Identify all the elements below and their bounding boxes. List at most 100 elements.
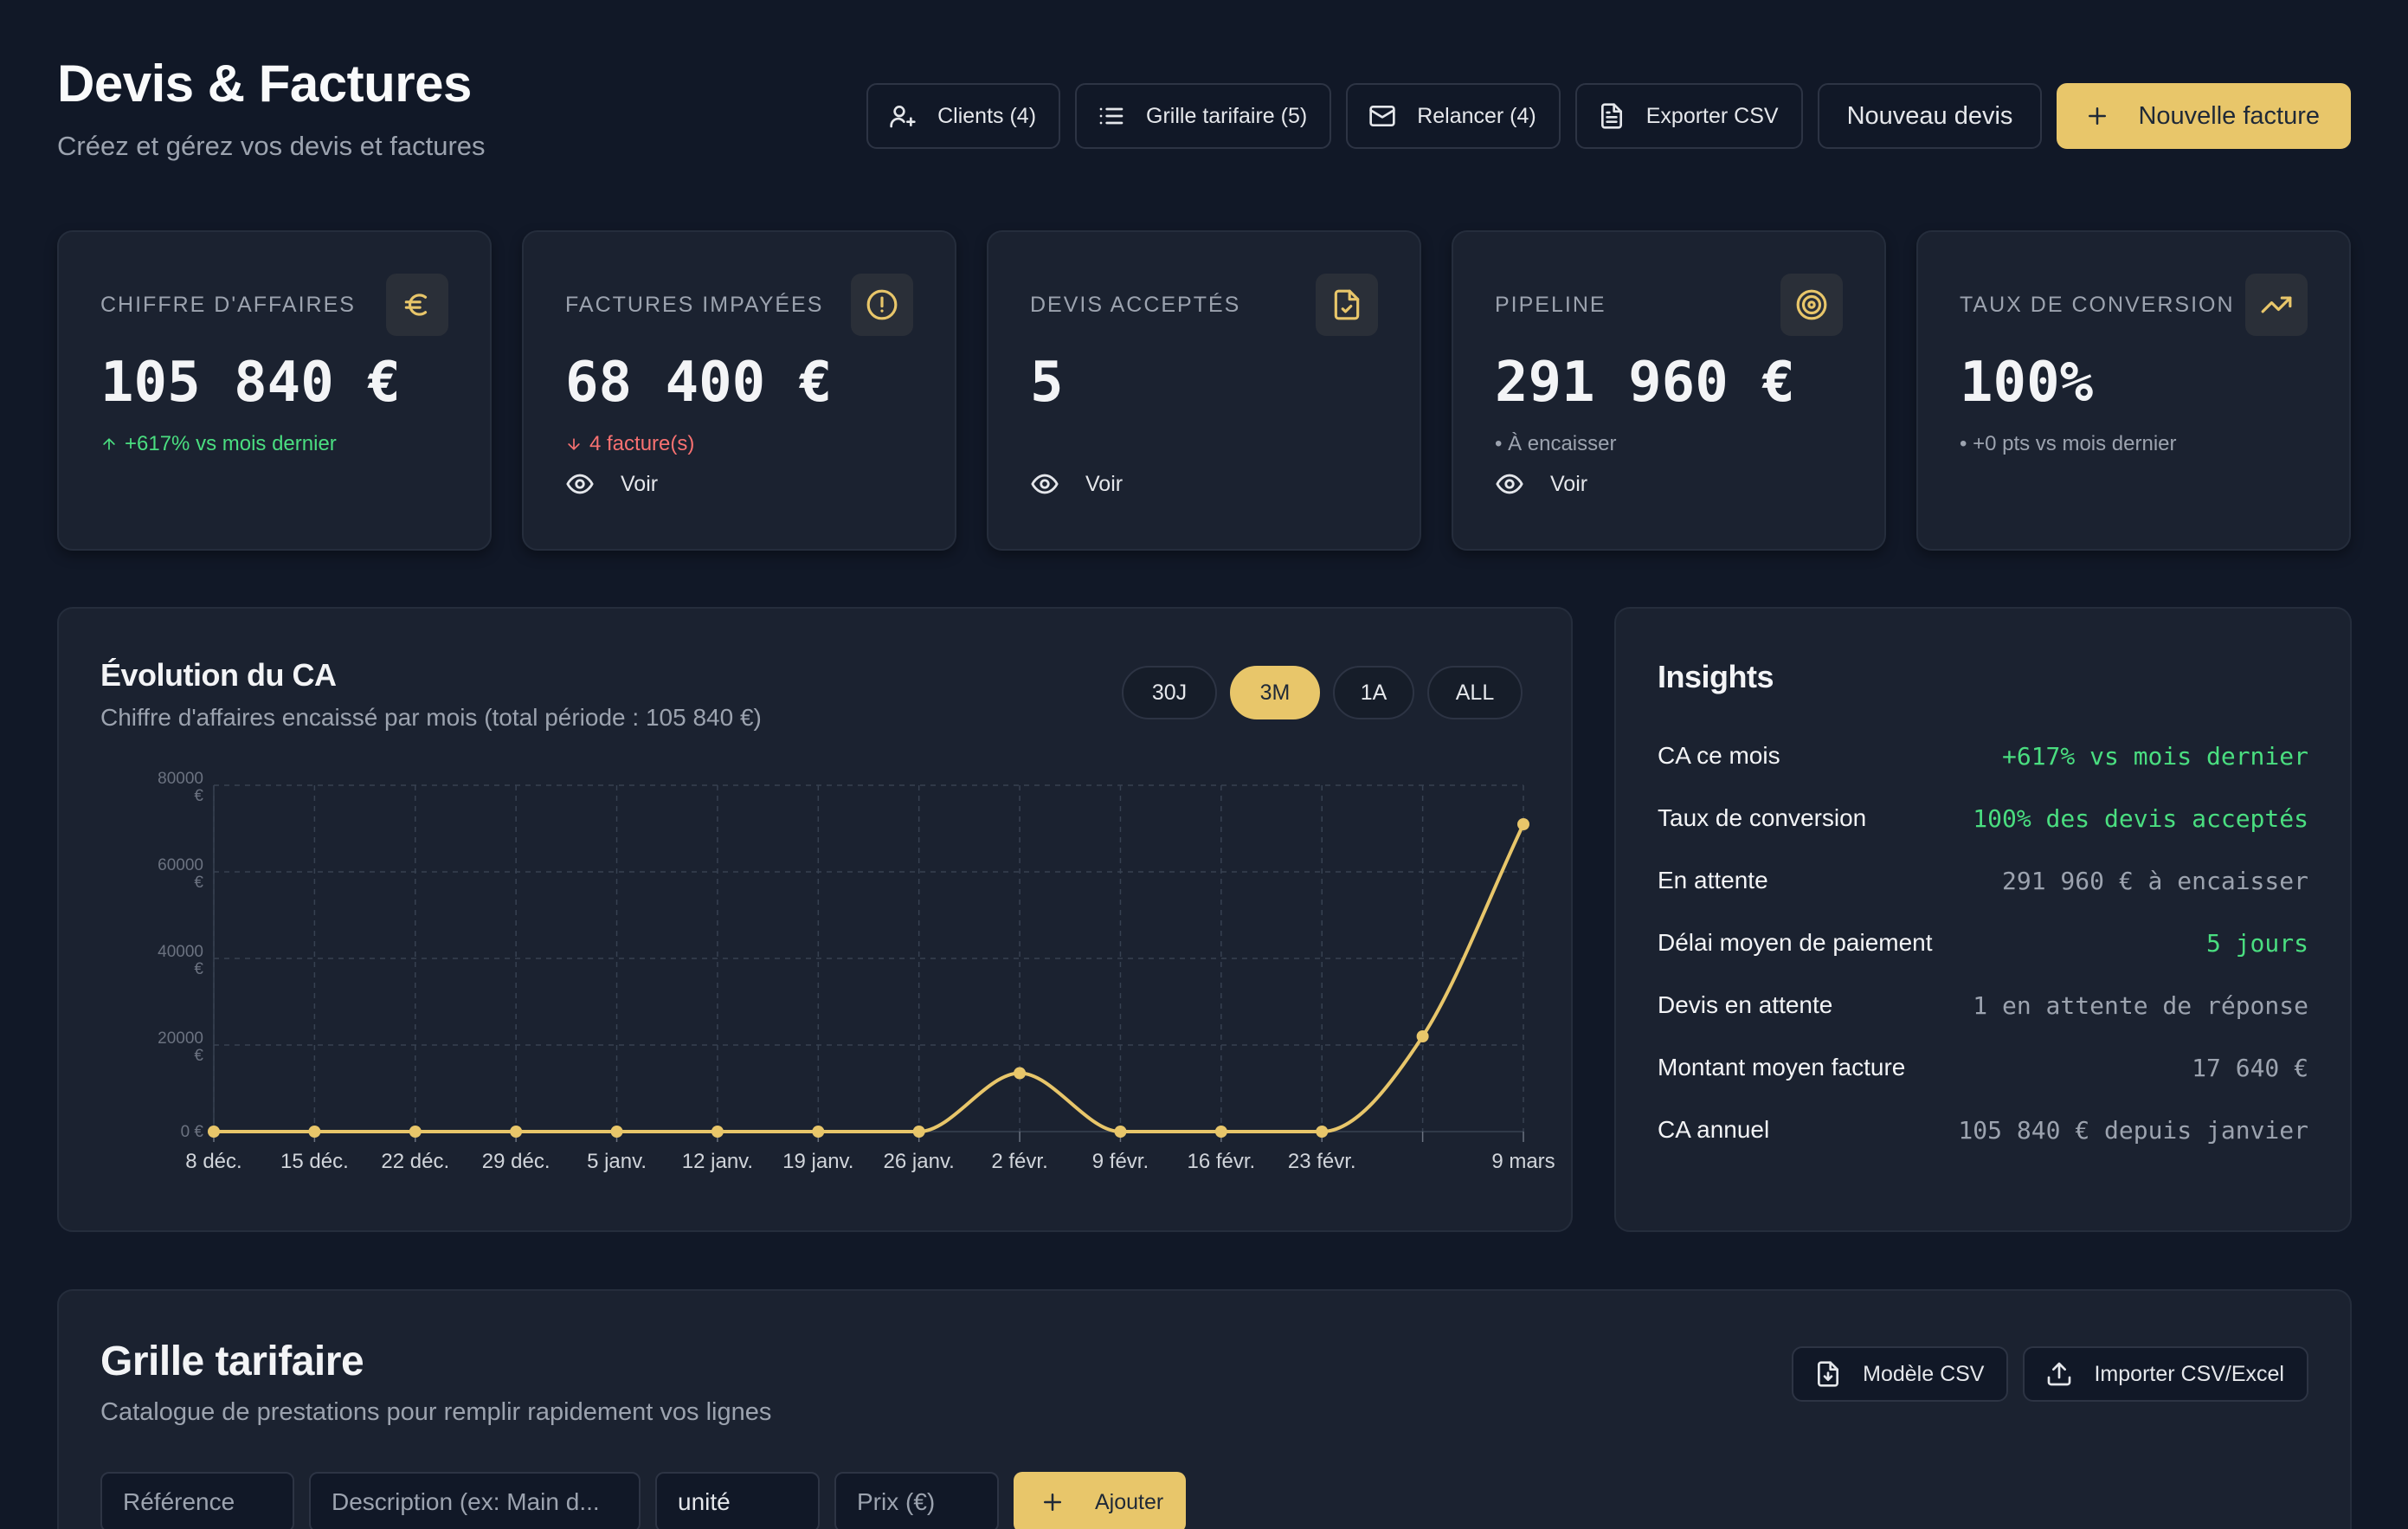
mail-icon (1369, 106, 1395, 126)
import-csv-button[interactable]: Importer CSV/Excel (2023, 1346, 2308, 1402)
insight-row: En attente 291 960 € à encaisser (1658, 849, 2308, 912)
euro-icon (386, 274, 448, 336)
page-title: Devis & Factures (57, 55, 472, 113)
x-tick-label: 15 déc. (280, 1150, 349, 1173)
range-tab-1a[interactable]: 1A (1333, 666, 1414, 719)
kpi-delta-text: • +0 pts vs mois dernier (1960, 432, 2177, 455)
list-icon (1099, 107, 1124, 125)
view-accepted-link[interactable]: Voir (1030, 469, 1123, 499)
eye-icon (1031, 474, 1059, 494)
insight-label: Délai moyen de paiement (1658, 929, 1933, 956)
y-tick-label: 0 € (181, 1123, 204, 1141)
x-tick-label: 8 déc. (185, 1150, 241, 1173)
file-text-icon (1600, 103, 1622, 129)
file-download-icon (1818, 1361, 1839, 1387)
insight-value: 105 840 € depuis janvier (1958, 1115, 2308, 1145)
pricing-grid-actions: Modèle CSV Importer CSV/Excel (1792, 1346, 2308, 1402)
range-tab-30j[interactable]: 30J (1122, 666, 1217, 719)
plus-icon (1044, 1494, 1061, 1511)
kpi-delta: • +0 pts vs mois dernier (1960, 432, 2308, 456)
kpi-label: Taux de conversion (1960, 293, 2235, 317)
data-point (1214, 1126, 1227, 1138)
x-tick-label: 2 févr. (991, 1150, 1047, 1173)
add-item-button[interactable]: Ajouter (1014, 1472, 1187, 1529)
insights-title: Insights (1658, 659, 1774, 694)
insight-row: CA ce mois +617% vs mois dernier (1658, 725, 2308, 787)
x-tick-label: 9 mars (1491, 1150, 1555, 1173)
y-tick-label: 20000 € (158, 1029, 203, 1065)
kpi-card-conversion: Taux de conversion 100% • +0 pts vs mois… (1916, 230, 2351, 551)
x-tick-label: 29 déc. (482, 1150, 550, 1173)
kpi-value: 100% (1960, 351, 2094, 415)
kpi-delta-text: 4 facture(s) (589, 432, 695, 455)
plus-icon (2089, 107, 2107, 125)
data-point (711, 1126, 724, 1138)
target-icon (1780, 274, 1843, 336)
data-point (409, 1126, 422, 1138)
toolbar: Clients (4) Grille tarifaire (5) Relance… (866, 83, 2351, 149)
kpi-label: Devis acceptés (1030, 293, 1241, 317)
range-tabs: 30J 3M 1A ALL (1122, 666, 1523, 719)
insight-label: CA annuel (1658, 1116, 1770, 1143)
view-link-label: Voir (1085, 471, 1124, 496)
reference-input[interactable]: Référence (100, 1472, 294, 1529)
kpi-value: 105 840 € (100, 351, 401, 415)
insights-card: Insights CA ce mois +617% vs mois dernie… (1614, 607, 2352, 1232)
remind-button-label: Relancer (4) (1417, 103, 1536, 128)
kpi-card-pipeline: Pipeline 291 960 € • À encaisser Voir (1452, 230, 1886, 551)
insight-row: Devis en attente 1 en attente de réponse (1658, 974, 2308, 1036)
x-tick-label: 12 janv. (682, 1150, 753, 1173)
trending-up-icon (2245, 274, 2308, 336)
insight-value: 1 en attente de réponse (1973, 990, 2308, 1020)
data-point (1014, 1067, 1027, 1080)
insight-value: 291 960 € à encaisser (2001, 866, 2308, 895)
x-tick-label: 9 févr. (1092, 1150, 1149, 1173)
insight-value: +617% vs mois dernier (2001, 741, 2308, 771)
data-point (1517, 818, 1529, 830)
pricing-grid-subtitle: Catalogue de prestations pour remplir ra… (100, 1398, 772, 1426)
insight-row: Taux de conversion 100% des devis accept… (1658, 787, 2308, 849)
clients-button[interactable]: Clients (4) (866, 83, 1061, 149)
data-point (610, 1126, 623, 1138)
new-quote-button[interactable]: Nouveau devis (1817, 83, 2043, 149)
remind-button[interactable]: Relancer (4) (1346, 83, 1561, 149)
chart-title: Évolution du CA (100, 657, 337, 693)
kpi-label: Pipeline (1495, 293, 1606, 317)
kpi-delta-text: +617% vs mois dernier (125, 432, 337, 455)
range-tab-all[interactable]: ALL (1427, 666, 1523, 719)
data-point (1416, 1030, 1429, 1042)
pricing-grid-card: Grille tarifaire Catalogue de prestation… (57, 1289, 2352, 1529)
export-csv-button[interactable]: Exporter CSV (1574, 83, 1803, 149)
eye-icon (1496, 474, 1523, 494)
data-point (1316, 1126, 1329, 1138)
view-link-label: Voir (1550, 471, 1588, 496)
view-unpaid-link[interactable]: Voir (565, 469, 658, 499)
description-input[interactable]: Description (ex: Main d... (309, 1472, 641, 1529)
range-tab-3m[interactable]: 3M (1230, 666, 1320, 719)
insight-row: Montant moyen facture 17 640 € (1658, 1036, 2308, 1099)
data-point (510, 1126, 523, 1138)
csv-template-button[interactable]: Modèle CSV (1792, 1346, 2009, 1402)
file-check-icon (1316, 274, 1378, 336)
x-tick-label: 23 févr. (1288, 1150, 1356, 1173)
kpi-delta: +617% vs mois dernier (100, 432, 448, 456)
pricing-grid-button[interactable]: Grille tarifaire (5) (1075, 83, 1332, 149)
csv-template-button-label: Modèle CSV (1863, 1361, 1985, 1386)
view-pipeline-link[interactable]: Voir (1495, 469, 1587, 499)
unit-select[interactable]: unité (655, 1472, 820, 1529)
insight-label: Devis en attente (1658, 991, 1833, 1018)
new-quote-button-label: Nouveau devis (1846, 101, 2013, 130)
insight-value: 17 640 € (2192, 1053, 2308, 1082)
kpi-row: Chiffre d'affaires 105 840 € +617% vs mo… (57, 230, 2351, 551)
clients-button-label: Clients (4) (937, 103, 1037, 128)
add-item-button-label: Ajouter (1095, 1489, 1164, 1514)
page-subtitle: Créez et gérez vos devis et factures (57, 131, 486, 161)
kpi-label: Factures impayées (565, 293, 824, 317)
x-tick-label: 19 janv. (782, 1150, 853, 1173)
new-invoice-button[interactable]: Nouvelle facture (2057, 83, 2351, 149)
insight-value: 100% des devis acceptés (1973, 803, 2308, 833)
y-tick-label: 40000 € (158, 943, 203, 978)
page-header: Devis & Factures Créez et gérez vos devi… (57, 54, 486, 162)
y-tick-label: 80000 € (158, 770, 203, 805)
price-input[interactable]: Prix (€) (834, 1472, 999, 1529)
